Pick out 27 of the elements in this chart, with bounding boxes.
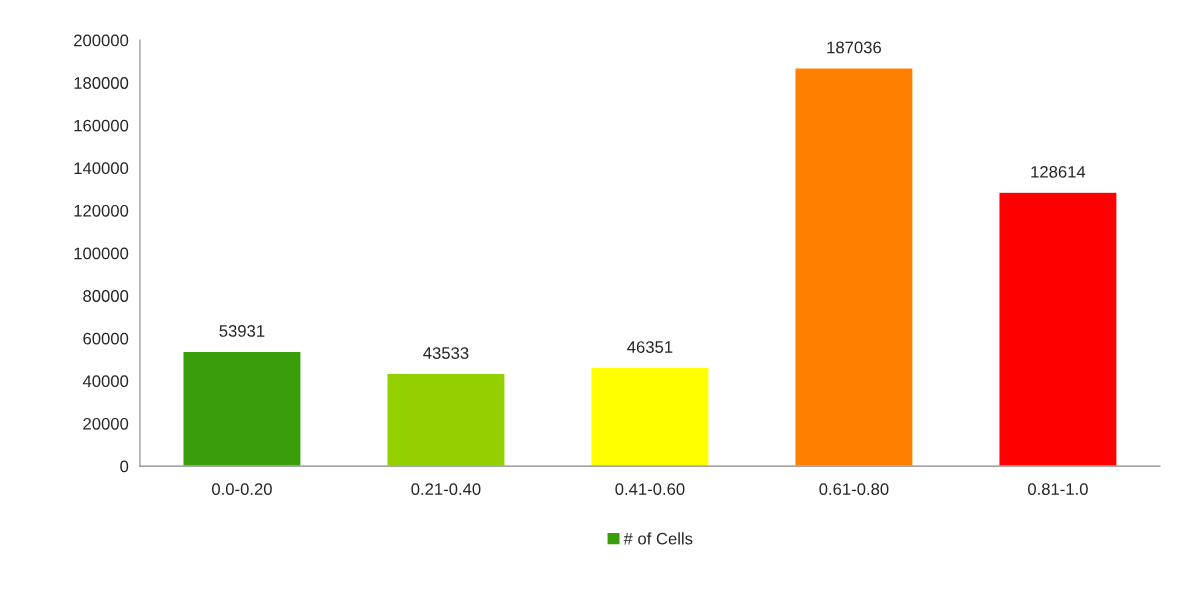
y-tick-label: 60000 — [83, 332, 129, 345]
y-tick-label: 20000 — [83, 417, 129, 430]
bar — [386, 372, 506, 467]
legend-label: # of Cells — [623, 532, 693, 545]
x-tick-label: 0.21-0.40 — [411, 483, 481, 496]
y-tick-label: 0 — [120, 460, 129, 473]
y-tick-label: 200000 — [74, 34, 129, 47]
bar — [794, 67, 914, 467]
x-tick-label: 0.81-1.0 — [1027, 483, 1088, 496]
data-label: 53931 — [219, 325, 265, 337]
data-label: 46351 — [627, 341, 673, 353]
y-tick-label: 160000 — [74, 119, 129, 132]
bar — [998, 191, 1118, 467]
y-tick-label: 80000 — [83, 290, 129, 302]
x-tick-label: 0.61-0.80 — [819, 483, 889, 496]
bar — [590, 366, 710, 467]
data-label: 43533 — [423, 347, 469, 359]
y-tick-label: 120000 — [74, 204, 129, 217]
y-tick-label: 40000 — [82, 375, 129, 388]
bar — [182, 350, 302, 467]
data-label: 128614 — [1031, 165, 1086, 178]
y-tick-label: 180000 — [74, 77, 129, 89]
y-tick-label: 140000 — [74, 162, 129, 175]
y-tick-label: 100000 — [74, 247, 129, 260]
x-tick-label: 0.41-0.60 — [615, 483, 685, 496]
data-label: 187036 — [827, 41, 881, 54]
x-tick-label: 0.0-0.20 — [212, 483, 272, 496]
